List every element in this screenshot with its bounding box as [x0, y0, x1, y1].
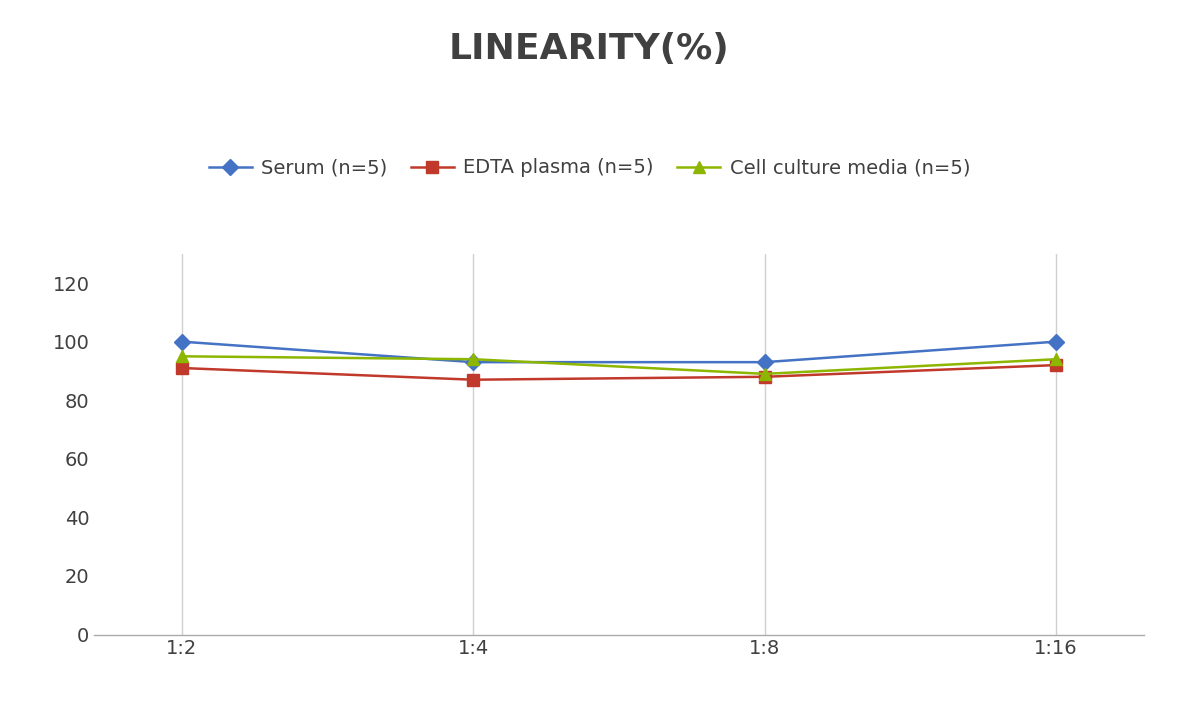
Legend: Serum (n=5), EDTA plasma (n=5), Cell culture media (n=5): Serum (n=5), EDTA plasma (n=5), Cell cul…: [200, 151, 979, 185]
Cell culture media (n=5): [758, 369, 772, 378]
Line: EDTA plasma (n=5): EDTA plasma (n=5): [176, 360, 1062, 385]
EDTA plasma (n=5): [1049, 361, 1063, 369]
Line: Cell culture media (n=5): Cell culture media (n=5): [176, 350, 1062, 380]
Line: Serum (n=5): Serum (n=5): [176, 336, 1062, 368]
Cell culture media (n=5): [466, 355, 480, 364]
Cell culture media (n=5): [1049, 355, 1063, 364]
Serum (n=5): [758, 358, 772, 367]
Serum (n=5): [466, 358, 480, 367]
Serum (n=5): [1049, 338, 1063, 346]
Serum (n=5): [174, 338, 189, 346]
EDTA plasma (n=5): [758, 372, 772, 381]
Text: LINEARITY(%): LINEARITY(%): [449, 32, 730, 66]
Cell culture media (n=5): [174, 352, 189, 360]
EDTA plasma (n=5): [174, 364, 189, 372]
EDTA plasma (n=5): [466, 376, 480, 384]
